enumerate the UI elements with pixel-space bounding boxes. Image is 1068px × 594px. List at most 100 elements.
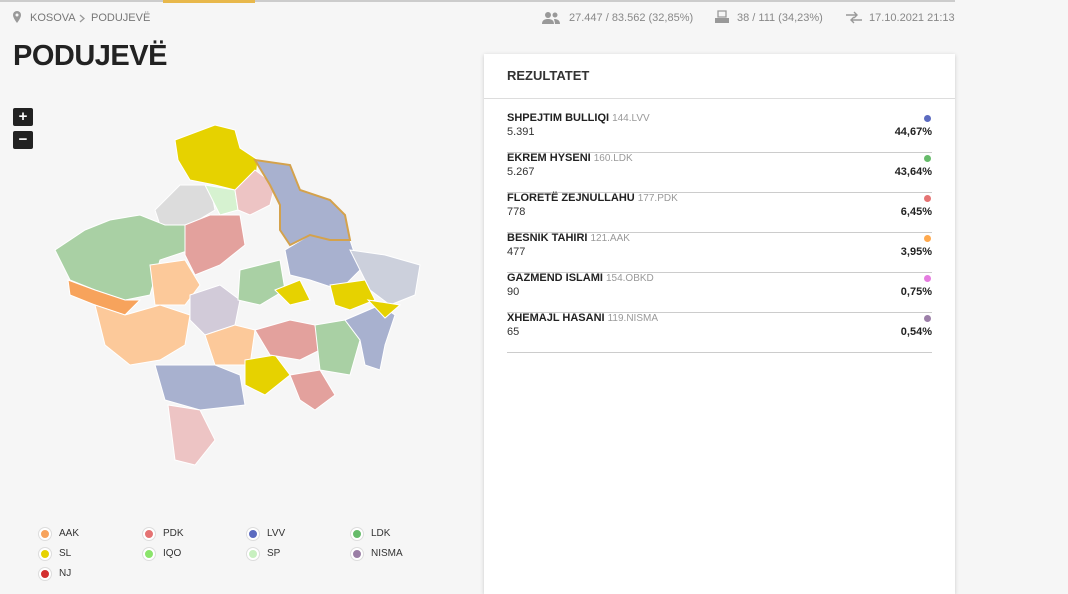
legend-item[interactable]: SP [247,548,281,560]
legend-item[interactable]: LVV [247,528,286,540]
candidate-name: FLORETË ZEJNULLAHU 177.PDK [507,192,678,204]
legend-label: SL [59,548,72,559]
candidate-name-text: SHPEJTIM BULLIQI [507,112,610,124]
separator [484,98,955,99]
updated-stat: 17.10.2021 21:13 [869,12,955,24]
candidate-code: 144.LVV [612,113,650,124]
region[interactable] [274,279,311,306]
candidate-name: XHEMAJL HASANI 119.NISMA [507,312,658,324]
candidate-percent: 43,64% [894,166,932,178]
zoom-in[interactable]: + [13,108,33,126]
legend-label: NJ [59,568,72,579]
candidate-percent: 44,67% [894,126,932,138]
legend-item[interactable]: AAK [39,528,80,540]
candidate-row[interactable]: GAZMEND ISLAMI 154.OBKD 90 0,75% [507,272,932,313]
candidate-row[interactable]: FLORETË ZEJNULLAHU 177.PDK 778 6,45% [507,192,932,233]
legend-label: AAK [59,528,80,539]
candidate-percent: 0,75% [900,286,932,298]
candidate-name-text: BESNIK TAHIRI [507,232,588,244]
legend-label: SP [267,548,281,559]
legend-dot [351,528,363,540]
party-dot [924,315,931,322]
zoom-out[interactable]: − [13,131,33,149]
active-tab-indicator [163,0,255,3]
pin-icon [13,11,21,23]
candidate-row[interactable]: SHPEJTIM BULLIQI 144.LVV 5.391 44,67% [507,112,932,153]
candidate-percent: 6,45% [900,206,932,218]
candidate-votes: 65 [507,326,520,338]
results-panel: REZULTATET SHPEJTIM BULLIQI 144.LVV 5.391 4… [484,54,955,594]
voters-stat: 27.447 / 83.562 (32,85%) [569,12,694,24]
candidate-name-text: FLORETË ZEJNULLAHU [507,192,635,204]
page-title: PODUJEVË [13,40,167,72]
region[interactable] [237,259,286,306]
region[interactable] [67,279,142,316]
legend-item[interactable]: NISMA [351,548,403,560]
region-selected[interactable] [253,158,352,247]
chevron [79,14,85,23]
party-dot [924,115,931,122]
candidate-name-text: XHEMAJL HASANI [507,312,605,324]
legend-dot [143,528,155,540]
candidate-percent: 3,95% [900,246,932,258]
page: KOSOVA PODUJEVË 27.447 / 83.562 (32,85%)… [0,0,955,580]
legend-dot [351,548,363,560]
party-dot [924,195,931,202]
candidate-code: 160.LDK [593,153,633,164]
legend-dot [39,548,51,560]
region[interactable] [314,319,361,376]
candidate-code: 121.AAK [590,233,630,244]
candidate-name: EKREM HYSENI 160.LDK [507,152,633,164]
region[interactable] [244,354,291,396]
panel-title: REZULTATET [507,68,590,83]
region[interactable] [204,324,256,366]
region[interactable] [167,404,216,466]
candidate-row[interactable]: BESNIK TAHIRI 121.AAK 477 3,95% [507,232,932,273]
candidate-row[interactable]: EKREM HYSENI 160.LDK 5.267 43,64% [507,152,932,193]
region[interactable] [254,319,321,361]
region[interactable] [289,369,336,411]
breadcrumb-item[interactable]: PODUJEVË [91,12,151,24]
candidate-votes: 477 [507,246,526,258]
legend-item[interactable]: PDK [143,528,184,540]
candidate-percent: 0,54% [900,326,932,338]
legend-item[interactable]: IQO [143,548,182,560]
candidate-votes: 90 [507,286,520,298]
legend-label: LDK [371,528,391,539]
region[interactable] [154,364,246,411]
update-icon [846,11,862,24]
candidate-votes: 5.391 [507,126,535,138]
legend-label: IQO [163,548,182,559]
region[interactable] [366,299,402,319]
legend-item[interactable]: LDK [351,528,391,540]
breadcrumb-item[interactable]: KOSOVA [30,12,76,24]
candidate-name-text: GAZMEND ISLAMI [507,272,603,284]
legend-dot [247,548,259,560]
region[interactable] [329,279,376,311]
candidate-row[interactable]: XHEMAJL HASANI 119.NISMA 65 0,54% [507,312,932,353]
candidate-name: GAZMEND ISLAMI 154.OBKD [507,272,654,284]
legend-label: LVV [267,528,286,539]
candidate-code: 154.OBKD [605,273,654,284]
legend-label: PDK [163,528,184,539]
candidate-code: 119.NISMA [607,313,658,324]
region[interactable] [349,249,421,306]
legend-item[interactable]: SL [39,548,72,560]
region[interactable] [184,214,246,276]
candidate-name-text: EKREM HYSENI [507,152,591,164]
candidate-code: 177.PDK [637,193,678,204]
candidate-name: SHPEJTIM BULLIQI 144.LVV [507,112,650,124]
voters-icon [542,12,560,24]
region[interactable] [94,304,191,366]
candidate-votes: 778 [507,206,526,218]
candidate-name: BESNIK TAHIRI 121.AAK [507,232,630,244]
party-dot [924,235,931,242]
legend-dot [39,568,51,580]
party-dot [924,275,931,282]
stations-stat: 38 / 111 (34,23%) [737,12,823,24]
map[interactable] [0,0,470,500]
top-rule [0,0,955,2]
region[interactable] [234,169,276,216]
legend-item[interactable]: NJ [39,568,72,580]
legend-dot [143,548,155,560]
